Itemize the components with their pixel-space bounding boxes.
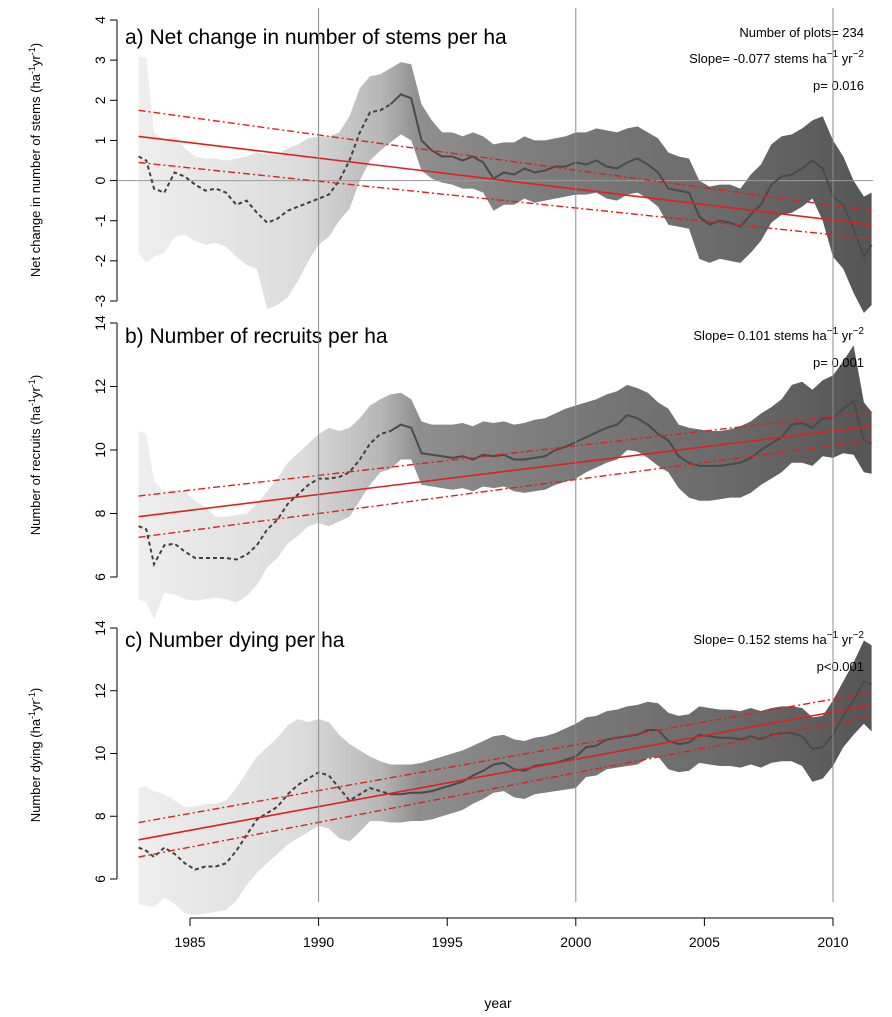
panel-c-fit-upper-ci	[138, 691, 872, 824]
x-axis: 1985 1990 1995 2000 2005 2010	[174, 917, 849, 950]
panel-a-mean-line-early	[138, 103, 392, 224]
panel-a-fit-line	[138, 135, 872, 226]
panel-c-slope-text: Slope= 0.152 stems ha	[693, 632, 827, 647]
panel-b-y-tick-label: 10	[92, 442, 108, 458]
panel-c-ylabel-sup-2: -1	[27, 692, 37, 700]
panel-a-ylabel-yr: yr	[28, 55, 43, 67]
panel-c: c) Number dying per ha Slope= 0.152 stem…	[27, 620, 872, 916]
panel-a-annotation-slope: Slope= -0.077 stems ha−1 yr−2	[689, 49, 864, 66]
panel-b-slope-yr: yr	[838, 328, 853, 343]
panel-b-slope-text: Slope= 0.101 stems ha	[693, 328, 827, 343]
panel-c-plot-area	[138, 640, 872, 916]
panel-b-confidence-band	[138, 345, 872, 620]
x-tick-label: 2010	[817, 934, 848, 950]
panel-c-y-tick-label: 6	[92, 875, 108, 883]
panel-a-ylabel-close: )	[28, 43, 43, 47]
panel-b-y-tick-label: 6	[92, 573, 108, 581]
panel-b-fit-upper-ci	[138, 411, 872, 497]
panel-c-y-tick-label: 12	[92, 683, 108, 699]
panel-a-y-tick-label: 3	[92, 56, 108, 64]
panel-a-y-tick-label: 4	[92, 16, 108, 24]
panel-b-y-tick-label: 12	[92, 379, 108, 395]
panel-a-fit-upper-ci	[138, 109, 872, 212]
panel-c-y-axis: 6 8 10 12 14	[92, 620, 118, 883]
panel-c-y-axis-label: Number dying (ha-1yr-1)	[27, 688, 43, 823]
panel-a-slope-yr: yr	[838, 51, 853, 66]
panel-a-annotation-p: p= 0.016	[813, 78, 864, 93]
panel-b-ylabel-yr: yr	[28, 386, 43, 398]
panel-b-annotation-slope: Slope= 0.101 stems ha−1 yr−2	[693, 326, 864, 343]
panel-c-y-tick-label: 14	[92, 620, 108, 636]
panel-c-slope-sup-2: −2	[853, 630, 865, 641]
panel-a-ylabel-sup-2: -1	[27, 47, 37, 55]
panel-b-slope-sup-2: −2	[853, 326, 865, 337]
panel-c-ylabel-sup-1: -1	[27, 711, 37, 719]
panel-a-y-tick-label: 1	[92, 136, 108, 144]
panel-b-y-tick-label: 8	[92, 509, 108, 517]
panel-b: b) Number of recruits per ha Slope= 0.10…	[27, 315, 872, 620]
x-axis-label: year	[484, 995, 512, 1011]
panel-c-title: c) Number dying per ha	[125, 629, 345, 652]
x-tick-label: 1995	[432, 934, 463, 950]
panel-c-ylabel-yr: yr	[28, 699, 43, 711]
panel-c-fit-line	[138, 704, 872, 841]
panel-b-annotation-p: p= 0.001	[813, 355, 864, 370]
panel-a-y-tick-label: -3	[92, 295, 108, 308]
panel-b-fit-line	[138, 425, 872, 518]
panel-c-ylabel-main: Number dying (ha	[28, 718, 43, 822]
panel-a-y-axis-label: Net change in number of stems (ha-1yr-1)	[27, 43, 43, 277]
panel-c-confidence-band	[138, 640, 872, 916]
panel-a-y-tick-label: -2	[92, 254, 108, 267]
panel-a-fit-lower-ci	[138, 161, 872, 240]
x-tick-label: 2000	[560, 934, 591, 950]
panel-b-ylabel-sup-1: -1	[27, 398, 37, 406]
panel-a-annotation-plots: Number of plots= 234	[739, 25, 864, 40]
panel-c-y-tick-label: 10	[92, 746, 108, 762]
panel-a-plot-area	[118, 56, 873, 313]
panel-b-ylabel-close: )	[28, 375, 43, 379]
panel-c-y-tick-label: 8	[92, 812, 108, 820]
year-reference-lines	[318, 8, 834, 902]
panel-b-y-axis-label: Number of recruits (ha-1yr-1)	[27, 375, 43, 536]
panel-c-fit-lower-ci	[138, 715, 872, 858]
x-tick-label: 2005	[689, 934, 720, 950]
panel-a-title: a) Net change in number of stems per ha	[125, 26, 507, 49]
panel-a-mean-line	[389, 93, 873, 260]
panel-b-y-axis: 6 8 10 12 14	[92, 315, 118, 581]
panel-b-ylabel-sup-2: -1	[27, 379, 37, 387]
panel-b-y-tick-label: 14	[92, 315, 108, 331]
panel-a-y-axis: -3 -2 -1 0 1 2 3 4	[92, 16, 118, 308]
panel-b-ylabel-main: Number of recruits (ha	[28, 405, 43, 535]
panel-a: a) Net change in number of stems per ha …	[27, 16, 873, 313]
panel-a-ylabel-main: Net change in number of stems (ha	[28, 73, 43, 277]
panel-c-slope-yr: yr	[838, 632, 853, 647]
panel-b-fit-lower-ci	[138, 439, 872, 539]
panel-a-y-tick-label: -1	[92, 214, 108, 227]
panel-b-mean-line	[390, 399, 872, 467]
panel-a-confidence-band	[138, 56, 872, 313]
panel-b-plot-area	[138, 345, 872, 620]
panel-b-mean-line-early	[138, 430, 391, 568]
panel-c-ylabel-close: )	[28, 688, 43, 692]
panel-c-annotation-slope: Slope= 0.152 stems ha−1 yr−2	[693, 630, 864, 647]
x-tick-label: 1985	[174, 934, 205, 950]
panel-b-title: b) Number of recruits per ha	[125, 325, 388, 348]
panel-a-y-tick-label: 2	[92, 96, 108, 104]
panel-a-y-tick-label: 0	[92, 176, 108, 184]
panel-a-slope-sup-2: −2	[853, 49, 865, 60]
panel-a-ylabel-sup-1: -1	[27, 66, 37, 74]
x-tick-label: 1990	[303, 934, 334, 950]
panel-c-annotation-p: p<0.001	[817, 659, 864, 674]
panel-a-slope-text: Slope= -0.077 stems ha	[689, 51, 827, 66]
